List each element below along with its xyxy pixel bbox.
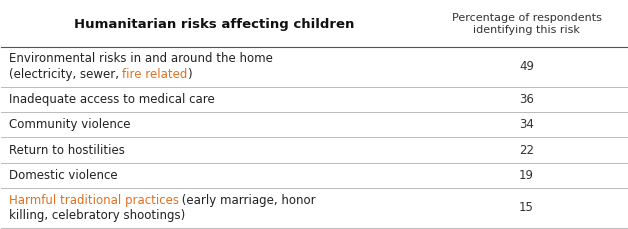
Text: 19: 19 — [519, 169, 534, 182]
Text: 22: 22 — [519, 144, 534, 157]
Text: Percentage of respondents
identifying this risk: Percentage of respondents identifying th… — [452, 14, 602, 35]
Text: ): ) — [187, 68, 192, 81]
Text: Inadequate access to medical care: Inadequate access to medical care — [9, 93, 215, 106]
Text: Harmful traditional practices: Harmful traditional practices — [9, 194, 179, 207]
Text: Domestic violence: Domestic violence — [9, 169, 117, 182]
Text: fire related: fire related — [122, 68, 188, 81]
Text: killing, celebratory shootings): killing, celebratory shootings) — [9, 209, 185, 222]
Text: Environmental risks in and around the home: Environmental risks in and around the ho… — [9, 52, 273, 65]
Text: Humanitarian risks affecting children: Humanitarian risks affecting children — [73, 18, 354, 31]
Text: (electricity, sewer,: (electricity, sewer, — [9, 68, 122, 81]
Text: 36: 36 — [519, 93, 534, 106]
Text: Community violence: Community violence — [9, 118, 131, 131]
Text: 49: 49 — [519, 60, 534, 73]
Text: (early marriage, honor: (early marriage, honor — [178, 194, 316, 207]
Text: 15: 15 — [519, 202, 534, 214]
Text: 34: 34 — [519, 118, 534, 131]
Text: Return to hostilities: Return to hostilities — [9, 144, 125, 157]
